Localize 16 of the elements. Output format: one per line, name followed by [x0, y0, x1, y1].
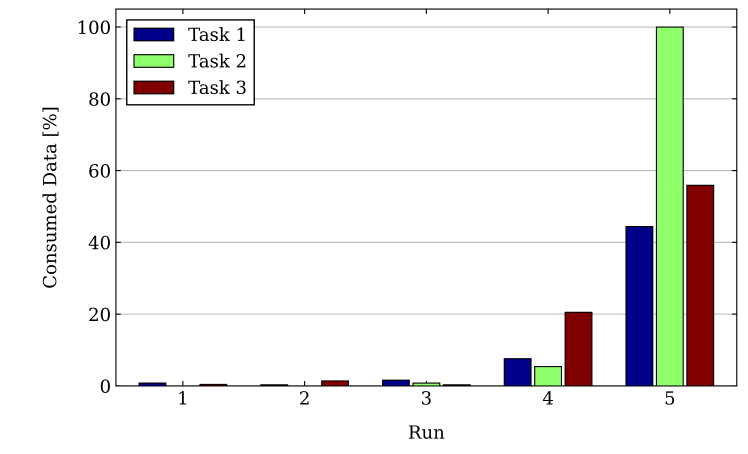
legend-label: Task 3 [188, 80, 246, 94]
x-tick-label: 5 [666, 391, 674, 405]
x-tick-label: 4 [542, 391, 553, 404]
legend-label: Task 2 [188, 54, 246, 68]
y-tick-label: 20 [89, 308, 110, 322]
x-tick-label: 1 [179, 391, 186, 404]
x-tick-label: 3 [422, 391, 431, 405]
legend-label: Task 1 [188, 27, 244, 42]
y-tick-label: 40 [88, 236, 110, 250]
y-tick-label: 0 [100, 379, 110, 394]
y-axis-title: Consumed Data [%] [42, 108, 59, 288]
y-tick-label: 100 [78, 20, 110, 34]
y-tick-label: 80 [89, 92, 110, 106]
x-axis-title: Run [408, 425, 444, 439]
x-tick-label: 2 [300, 391, 309, 404]
y-tick-label: 60 [89, 164, 110, 178]
